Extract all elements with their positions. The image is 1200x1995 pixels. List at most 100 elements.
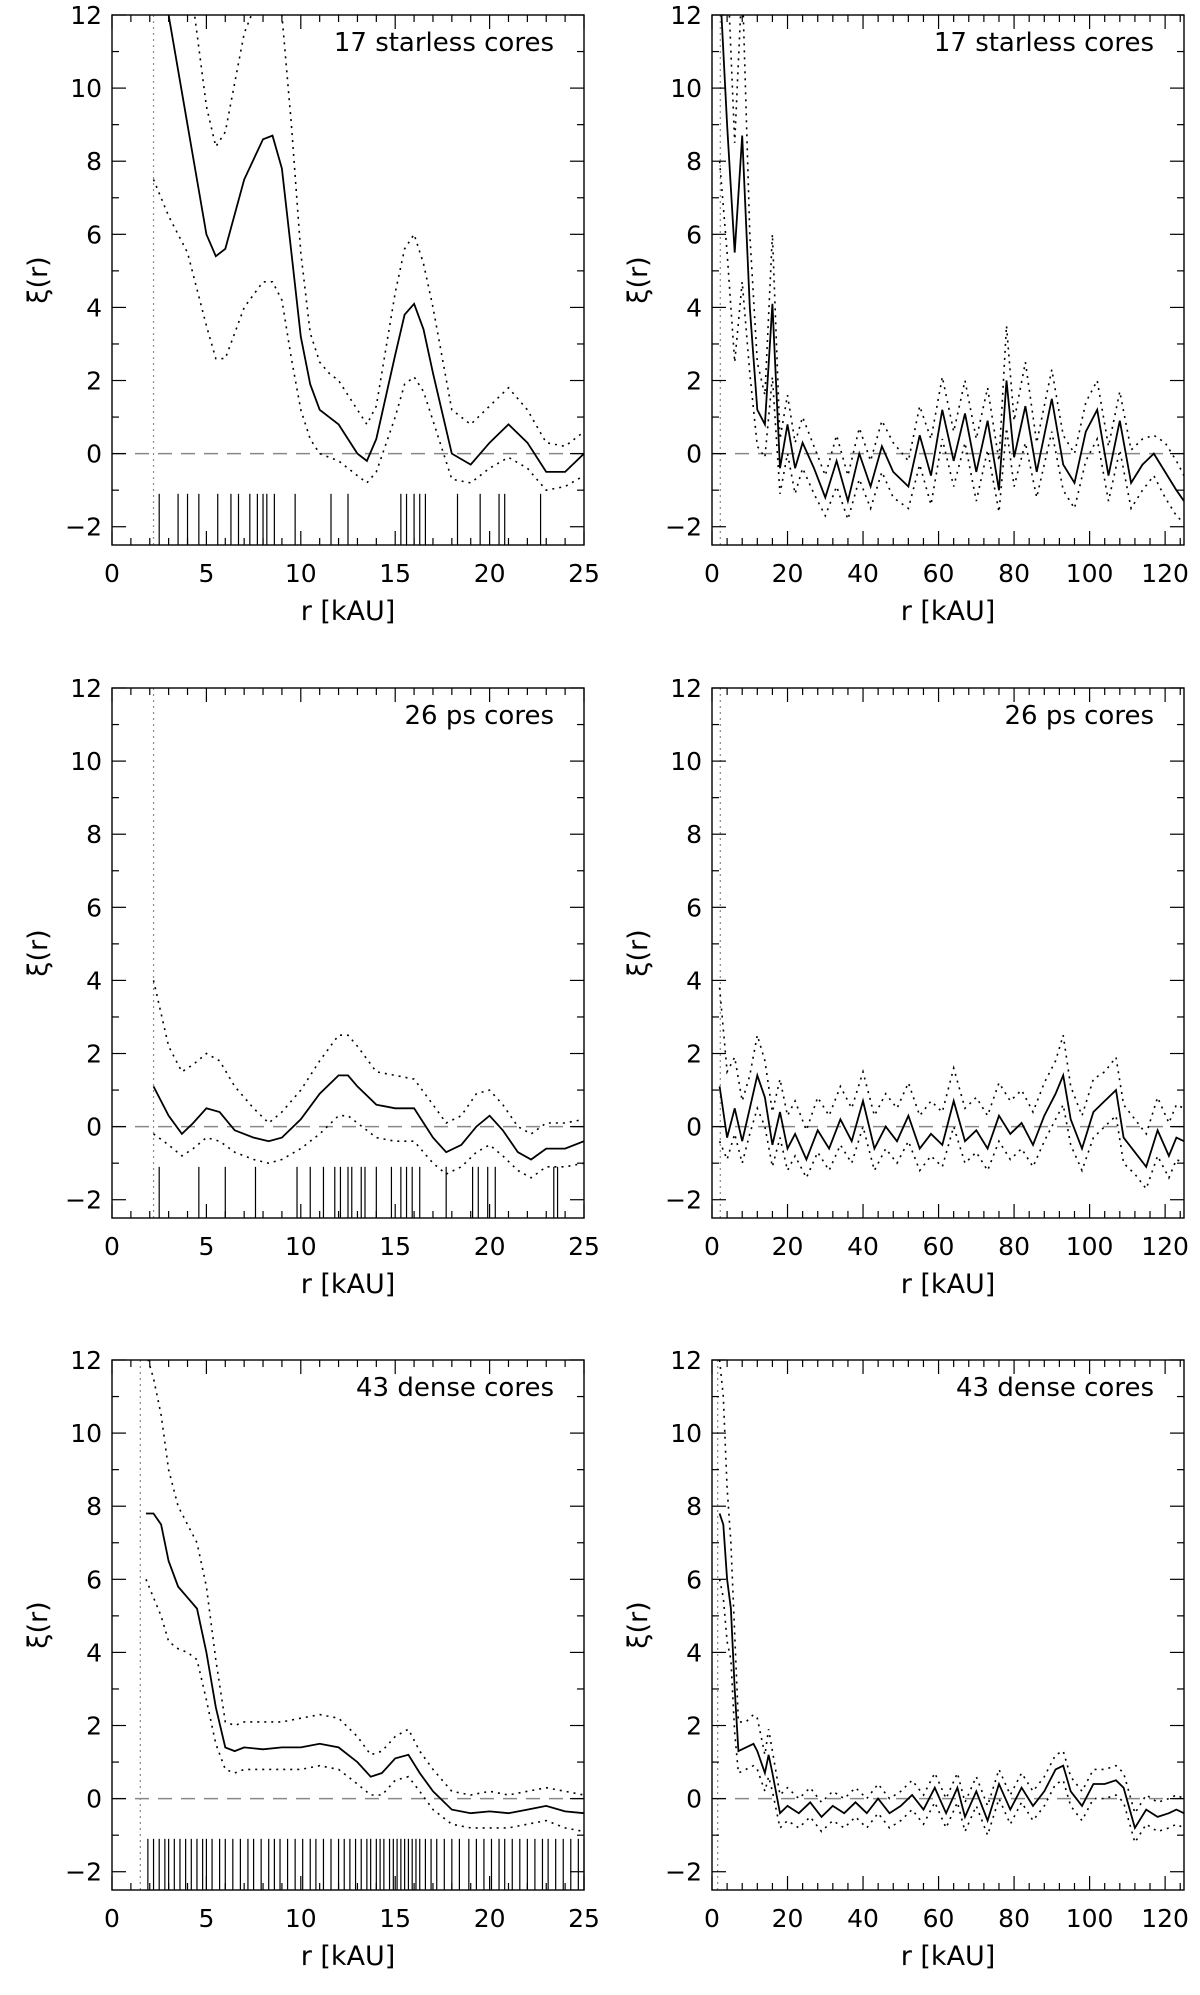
panel-title: 43 dense cores bbox=[956, 1373, 1154, 1403]
series-lower bbox=[718, 161, 1184, 524]
y-axis-label: ξ(r) bbox=[623, 1601, 654, 1648]
series-xi bbox=[167, 15, 584, 473]
y-axis-label: ξ(r) bbox=[23, 929, 54, 976]
y-axis-label: ξ(r) bbox=[623, 929, 654, 976]
x-tick-label: 120 bbox=[1141, 1232, 1189, 1261]
x-tick-label: 80 bbox=[998, 1232, 1030, 1261]
y-tick-label: 0 bbox=[86, 1113, 102, 1142]
x-axis-label: r [kAU] bbox=[301, 1941, 396, 1972]
x-tick-label: 100 bbox=[1066, 559, 1114, 588]
y-tick-label: 6 bbox=[686, 220, 702, 249]
x-tick-label: 25 bbox=[568, 1232, 600, 1261]
x-tick-label: 20 bbox=[772, 1232, 804, 1261]
y-tick-label: 8 bbox=[86, 820, 102, 849]
y-axis-label: ξ(r) bbox=[23, 256, 54, 303]
y-tick-label: 0 bbox=[686, 1113, 702, 1142]
y-tick-label: 12 bbox=[70, 1346, 102, 1375]
y-tick-label: 4 bbox=[86, 966, 102, 995]
series-upper bbox=[193, 15, 584, 448]
y-tick-label: 10 bbox=[70, 1419, 102, 1448]
x-tick-label: 25 bbox=[568, 1904, 600, 1933]
y-tick-label: 0 bbox=[86, 440, 102, 469]
x-tick-label: 15 bbox=[379, 1232, 411, 1261]
y-axis-label: ξ(r) bbox=[623, 256, 654, 303]
y-axis-label: ξ(r) bbox=[23, 1601, 54, 1648]
x-tick-label: 60 bbox=[923, 1904, 955, 1933]
y-tick-label: 2 bbox=[686, 1040, 702, 1069]
plot-frame bbox=[711, 14, 1185, 546]
series-upper bbox=[718, 1360, 1184, 1816]
x-tick-label: 10 bbox=[285, 1232, 317, 1261]
y-tick-label: 10 bbox=[670, 1419, 702, 1448]
series-lower bbox=[145, 1578, 584, 1833]
series-lower bbox=[718, 1102, 1184, 1191]
x-tick-label: 80 bbox=[998, 1904, 1030, 1933]
x-tick-label: 5 bbox=[198, 1904, 214, 1933]
x-tick-label: 20 bbox=[474, 1232, 506, 1261]
y-tick-label: 2 bbox=[86, 1040, 102, 1069]
series-xi bbox=[718, 1513, 1184, 1831]
y-tick-label: 4 bbox=[86, 1638, 102, 1667]
series-lower bbox=[718, 1579, 1184, 1845]
x-tick-label: 120 bbox=[1141, 1904, 1189, 1933]
x-tick-label: 5 bbox=[198, 1232, 214, 1261]
x-tick-label: 25 bbox=[568, 559, 600, 588]
plot-frame bbox=[111, 1359, 585, 1891]
x-tick-label: 0 bbox=[704, 1232, 720, 1261]
x-tick-label: 0 bbox=[104, 1904, 120, 1933]
x-tick-label: 0 bbox=[104, 559, 120, 588]
y-tick-label: 0 bbox=[686, 440, 702, 469]
x-tick-label: 120 bbox=[1141, 559, 1189, 588]
x-tick-label: 80 bbox=[998, 559, 1030, 588]
y-tick-label: 12 bbox=[670, 674, 702, 703]
panel-title: 26 ps cores bbox=[1004, 701, 1154, 731]
series-xi bbox=[720, 15, 1184, 505]
plot-frame bbox=[711, 1359, 1185, 1891]
series-upper bbox=[718, 987, 1184, 1136]
x-tick-label: 10 bbox=[285, 1904, 317, 1933]
y-tick-label: 6 bbox=[686, 893, 702, 922]
x-axis-label: r [kAU] bbox=[901, 1269, 996, 1300]
y-tick-label: 12 bbox=[670, 1346, 702, 1375]
x-axis-label: r [kAU] bbox=[901, 596, 996, 627]
x-tick-label: 0 bbox=[704, 559, 720, 588]
y-tick-label: 6 bbox=[86, 1565, 102, 1594]
y-tick-label: −2 bbox=[65, 513, 102, 542]
series-upper bbox=[728, 15, 1184, 479]
x-tick-label: 100 bbox=[1066, 1232, 1114, 1261]
x-tick-label: 100 bbox=[1066, 1904, 1114, 1933]
y-tick-label: 12 bbox=[670, 1, 702, 30]
y-tick-label: −2 bbox=[665, 513, 702, 542]
series-xi bbox=[152, 1074, 584, 1161]
x-tick-label: 0 bbox=[704, 1904, 720, 1933]
plot-frame bbox=[111, 14, 585, 546]
y-tick-label: 6 bbox=[86, 220, 102, 249]
x-tick-label: 20 bbox=[474, 1904, 506, 1933]
series-upper bbox=[147, 1360, 584, 1796]
y-tick-label: 2 bbox=[86, 367, 102, 396]
panel-title: 26 ps cores bbox=[404, 701, 554, 731]
x-tick-label: 10 bbox=[285, 559, 317, 588]
y-tick-label: 8 bbox=[86, 147, 102, 176]
y-tick-label: 8 bbox=[686, 820, 702, 849]
panel-title: 43 dense cores bbox=[356, 1373, 554, 1403]
y-tick-label: −2 bbox=[65, 1186, 102, 1215]
y-tick-label: 10 bbox=[670, 747, 702, 776]
x-tick-label: 60 bbox=[923, 1232, 955, 1261]
x-tick-label: 20 bbox=[772, 559, 804, 588]
x-tick-label: 40 bbox=[847, 1904, 879, 1933]
x-tick-label: 60 bbox=[923, 559, 955, 588]
x-tick-label: 5 bbox=[198, 559, 214, 588]
y-tick-label: 0 bbox=[686, 1785, 702, 1814]
series-xi bbox=[146, 1512, 584, 1815]
y-tick-label: 8 bbox=[686, 147, 702, 176]
plot-frame bbox=[111, 687, 585, 1219]
x-tick-label: 20 bbox=[772, 1904, 804, 1933]
y-tick-label: 6 bbox=[686, 1565, 702, 1594]
y-tick-label: −2 bbox=[65, 1858, 102, 1887]
y-tick-label: 8 bbox=[686, 1492, 702, 1521]
y-tick-label: 2 bbox=[86, 1712, 102, 1741]
